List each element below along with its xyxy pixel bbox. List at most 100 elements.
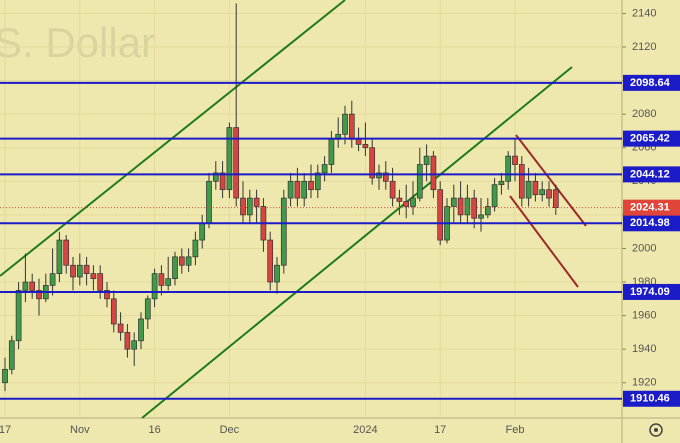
- candle-body: [90, 273, 97, 280]
- y-tick-label: 2120: [632, 41, 656, 53]
- x-tick-label: 17: [434, 424, 446, 436]
- candle-body: [362, 144, 369, 149]
- level-label: 2044.12: [630, 168, 670, 180]
- y-tick-label: 1960: [632, 310, 656, 322]
- watermark: S. Dollar: [0, 19, 155, 66]
- candle-body: [314, 172, 321, 191]
- candle-body: [124, 332, 131, 350]
- x-tick-label: 17: [0, 424, 11, 436]
- candle-body: [97, 273, 104, 291]
- candle-body: [56, 239, 63, 274]
- candle-body: [49, 273, 56, 286]
- level-label-box: [623, 215, 680, 232]
- candle-body: [321, 164, 328, 174]
- candle-body: [22, 281, 29, 291]
- candle-body: [518, 164, 525, 199]
- candle-body: [104, 290, 110, 300]
- candle-body: [491, 184, 498, 207]
- candle-body: [505, 155, 512, 182]
- candle-body: [15, 290, 22, 342]
- candle-body: [342, 113, 348, 135]
- candle-body: [70, 264, 76, 278]
- candle-body: [274, 264, 280, 283]
- candle-body: [484, 206, 491, 216]
- candle-body: [158, 273, 165, 286]
- candle-body: [416, 164, 423, 199]
- candle-body: [546, 189, 552, 199]
- candle-body: [63, 239, 70, 266]
- candle-body: [219, 172, 226, 191]
- candle-body: [253, 197, 260, 207]
- candle-body: [471, 197, 478, 219]
- candle-body: [165, 278, 172, 286]
- level-label: 2014.98: [630, 217, 670, 229]
- level-label-box: [623, 166, 680, 183]
- candle-body: [328, 138, 335, 165]
- candle-body: [552, 189, 559, 208]
- candle-body: [287, 180, 294, 199]
- candle-body: [532, 180, 539, 196]
- candle-body: [464, 197, 471, 216]
- candle-body: [178, 256, 185, 266]
- candle-body: [301, 180, 308, 199]
- candle-body: [382, 172, 389, 182]
- trend-line: [509, 195, 579, 288]
- x-tick-label: 16: [148, 424, 160, 436]
- candle-body: [83, 264, 90, 274]
- candle-body: [138, 318, 144, 342]
- candle-body: [308, 180, 314, 191]
- level-label: 2065.42: [630, 133, 670, 145]
- y-tick-label: 2000: [632, 242, 656, 254]
- candle-body: [512, 155, 518, 165]
- x-tick-label: Feb: [506, 424, 525, 436]
- candle-body: [355, 138, 362, 145]
- candle-body: [478, 214, 484, 219]
- x-tick-label: Dec: [220, 424, 240, 436]
- candle-body: [29, 281, 36, 291]
- last-price-label: 2024.31: [630, 202, 670, 214]
- candle-body: [192, 239, 199, 258]
- y-tick-label: 2140: [632, 7, 656, 19]
- candle-body: [389, 180, 396, 199]
- candle-body: [151, 273, 158, 300]
- y-tick-label: 1940: [632, 343, 656, 355]
- candle-body: [525, 180, 532, 199]
- candle-body: [403, 201, 410, 207]
- candle-body: [8, 340, 15, 370]
- candle-body: [376, 172, 382, 179]
- x-tick-label: 2024: [353, 424, 377, 436]
- candle-body: [457, 197, 464, 216]
- plot: [0, 3, 622, 400]
- candle-body: [117, 323, 124, 333]
- x-tick-label: Nov: [70, 424, 90, 436]
- candle-body: [212, 172, 219, 182]
- trend-line: [515, 134, 587, 227]
- candle-body: [233, 127, 240, 199]
- candle-body: [185, 256, 192, 266]
- candle-body: [280, 197, 287, 266]
- candle-body: [226, 127, 233, 191]
- candle-body: [246, 197, 253, 216]
- level-label-box: [623, 283, 680, 300]
- y-tick-label: 1920: [632, 377, 656, 389]
- last-price-box: [623, 199, 680, 216]
- settings-button[interactable]: [649, 423, 663, 437]
- candle-body: [423, 155, 430, 165]
- gear-icon-center[interactable]: [654, 428, 658, 432]
- candle-body: [2, 368, 8, 384]
- candle-body: [267, 239, 274, 283]
- level-label-box: [623, 130, 680, 147]
- candle-body: [76, 264, 83, 278]
- level-label: 1974.09: [630, 286, 670, 298]
- candle-body: [131, 340, 138, 350]
- grid: [0, 0, 622, 418]
- candle-body: [437, 189, 444, 241]
- gear-icon[interactable]: [649, 423, 663, 437]
- candle-body: [110, 298, 117, 325]
- candle-body: [172, 256, 178, 280]
- candle-body: [539, 189, 546, 196]
- candle-body: [206, 180, 212, 224]
